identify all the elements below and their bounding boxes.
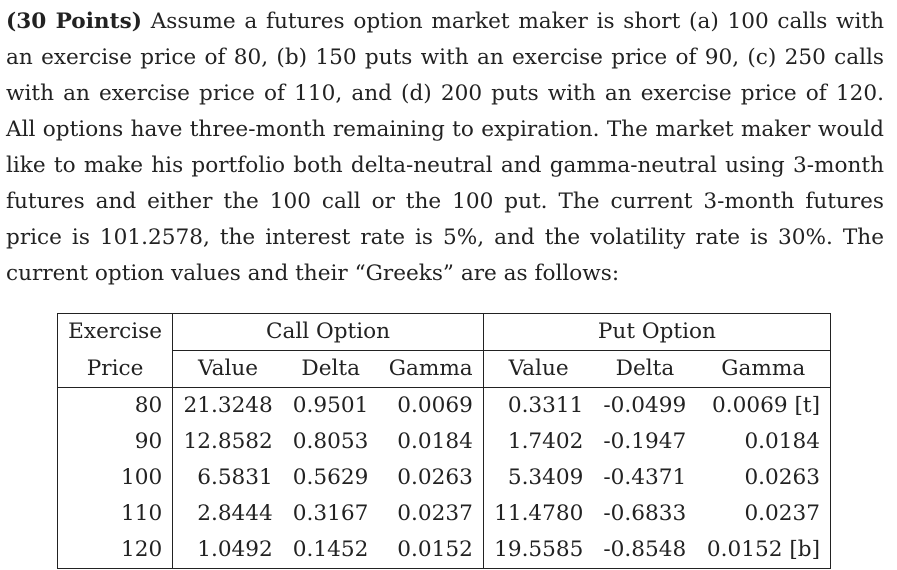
put-delta-cell: -0.0499 — [603, 393, 687, 418]
put-gamma-cell: 0.0237 — [744, 501, 820, 526]
put-value-cell: 0.3311 — [507, 393, 584, 418]
put-value-cell: 19.5585 — [494, 537, 584, 562]
call-value-cell: 2.8444 — [197, 501, 273, 526]
put-gamma-cell: 0.0069 [t] — [712, 393, 820, 418]
call-value-cell: 21.3248 — [183, 393, 273, 418]
call-gamma-header: Gamma — [378, 350, 484, 388]
exercise-price-cell: 110 — [57, 496, 174, 532]
call-delta-cell: 0.5629 — [292, 465, 369, 490]
call-delta-header: Delta — [282, 350, 379, 388]
exercise-price-cell: 90 — [57, 424, 174, 460]
call-gamma-cell: 0.0152 — [378, 532, 484, 569]
call-value-cell: 12.8582 — [183, 429, 273, 454]
call-delta-cell: 0.9501 — [292, 393, 369, 418]
exercise-price-cell: 100 — [57, 460, 174, 496]
put-value-cell: 5.3409 — [507, 465, 584, 490]
put-value-header: Value — [483, 350, 594, 388]
call-option-header: Call Option — [172, 313, 484, 351]
put-gamma-cell: 0.0152 [b] — [706, 537, 820, 562]
put-gamma-cell: 0.0184 — [744, 429, 820, 454]
points-label: (30 Points) — [6, 9, 142, 34]
call-gamma-cell: 0.0237 — [378, 496, 484, 532]
problem-text: Assume a futures option market maker is … — [6, 9, 884, 286]
put-value-cell: 1.7402 — [507, 429, 584, 454]
table-row: 100 6.5831 0.5629 0.0263 5.3409 -0.4371 … — [57, 460, 831, 496]
call-gamma-cell: 0.0263 — [378, 460, 484, 496]
put-delta-cell: -0.8548 — [603, 537, 687, 562]
call-value-cell: 6.5831 — [197, 465, 273, 490]
call-value-cell: 1.0492 — [197, 537, 273, 562]
exercise-price-cell: 120 — [57, 532, 174, 569]
call-delta-cell: 0.1452 — [292, 537, 369, 562]
exercise-header-top: Exercise — [57, 313, 174, 351]
exercise-header-bottom: Price — [57, 350, 174, 388]
table-row: 90 12.8582 0.8053 0.0184 1.7402 -0.1947 … — [57, 424, 831, 460]
call-gamma-cell: 0.0069 — [378, 387, 484, 424]
problem-statement: (30 Points) Assume a futures option mark… — [6, 4, 884, 292]
table-row: 80 21.3248 0.9501 0.0069 0.3311 -0.0499 … — [57, 387, 831, 424]
table-row: 110 2.8444 0.3167 0.0237 11.4780 -0.6833… — [57, 496, 831, 532]
call-delta-cell: 0.3167 — [292, 501, 369, 526]
put-option-header: Put Option — [483, 313, 831, 351]
put-delta-cell: -0.6833 — [603, 501, 687, 526]
put-delta-cell: -0.4371 — [603, 465, 687, 490]
table-header-row-1: Exercise Call Option Put Option — [57, 313, 831, 351]
put-delta-cell: -0.1947 — [603, 429, 687, 454]
put-gamma-header: Gamma — [696, 350, 831, 388]
table-header-row-2: Price Value Delta Gamma Value Delta Gamm… — [57, 350, 831, 388]
call-delta-cell: 0.8053 — [292, 429, 369, 454]
call-gamma-cell: 0.0184 — [378, 424, 484, 460]
table-row: 120 1.0492 0.1452 0.0152 19.5585 -0.8548… — [57, 532, 831, 569]
call-value-header: Value — [172, 350, 283, 388]
exercise-price-cell: 80 — [57, 387, 174, 424]
put-value-cell: 11.4780 — [494, 501, 584, 526]
option-greeks-table: Exercise Call Option Put Option Price Va… — [57, 313, 831, 569]
put-delta-header: Delta — [593, 350, 697, 388]
put-gamma-cell: 0.0263 — [744, 465, 820, 490]
